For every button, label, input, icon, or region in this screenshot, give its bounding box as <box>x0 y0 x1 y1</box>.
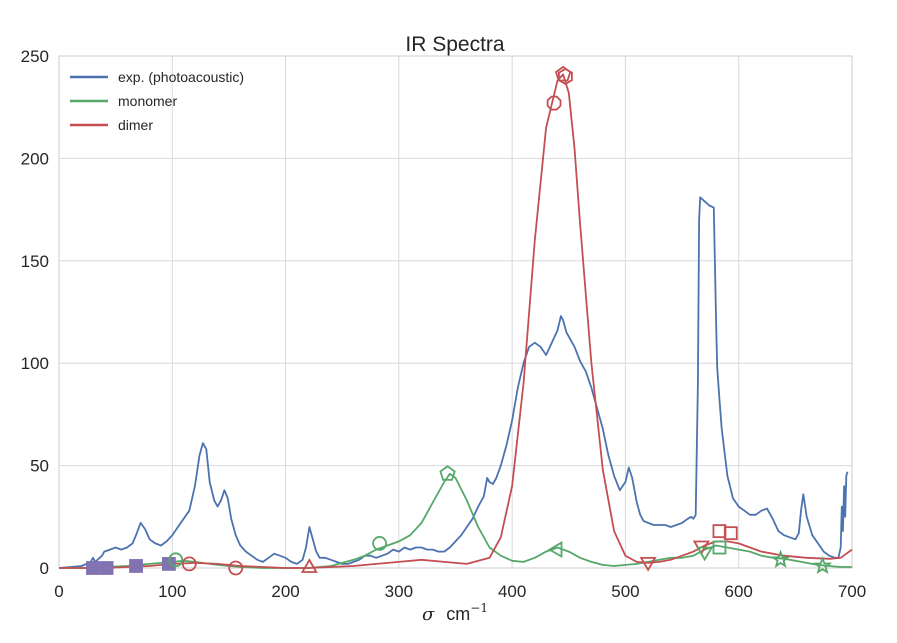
y-tick-label: 50 <box>30 457 49 476</box>
marker-triangle-left <box>547 541 563 559</box>
marker-pentagon <box>554 65 572 82</box>
series-layer <box>58 73 853 569</box>
y-tick-label: 250 <box>21 47 49 66</box>
x-tick-label: 400 <box>498 582 526 601</box>
x-tick-label: 500 <box>611 582 639 601</box>
x-tick-label: 200 <box>271 582 299 601</box>
marker-circle <box>181 556 197 572</box>
legend-label-monomer: monomer <box>118 93 177 109</box>
marker-circle <box>372 536 387 551</box>
marker-circle <box>168 552 184 568</box>
series-line-dimer <box>59 73 853 569</box>
x-tick-label: 600 <box>725 582 753 601</box>
plot-frame <box>58 55 853 569</box>
series-line-exp-photoacoustic <box>58 196 849 569</box>
y-tick-label: 100 <box>21 354 49 373</box>
y-tick-label: 0 <box>40 559 49 578</box>
marker-triangle-down <box>639 557 657 572</box>
x-tick-label: 0 <box>54 582 63 601</box>
marker-star <box>771 549 791 568</box>
marker-triangle-down <box>696 546 714 562</box>
marker-square-filled <box>129 559 143 573</box>
marker-octagon <box>546 95 562 111</box>
y-tick-label: 200 <box>21 149 49 168</box>
marker-square <box>712 540 727 555</box>
x-tick-label: 700 <box>838 582 866 601</box>
legend-label-dimer: dimer <box>118 117 153 133</box>
x-tick-label: 300 <box>385 582 413 601</box>
x-tick-label: 100 <box>158 582 186 601</box>
y-tick-label: 150 <box>21 252 49 271</box>
marker-hexagon <box>558 67 573 86</box>
series-line-monomer <box>59 472 852 569</box>
x-axis-label: σ cm−1 <box>422 601 488 625</box>
x-axis-exponent: −1 <box>470 601 488 615</box>
marker-layer <box>86 65 833 576</box>
chart-title: IR Spectra <box>405 33 505 56</box>
marker-circle <box>228 560 244 576</box>
marker-square-filled <box>86 561 100 575</box>
marker-star <box>812 555 833 575</box>
marker-pentagon <box>439 465 456 481</box>
marker-triangle-up <box>300 558 318 573</box>
marker-square <box>712 524 727 539</box>
x-axis-unit: cm <box>446 604 470 624</box>
tick-layer: 0 100 200 300 400 500 600 700 0 50 100 150 200 250 <box>21 47 867 601</box>
legend-label-exp-photoacoustic: exp. (photoacoustic) <box>118 69 244 85</box>
marker-square <box>723 526 738 541</box>
marker-square-filled <box>99 561 114 575</box>
x-axis-symbol: σ <box>422 604 435 625</box>
grid-layer <box>58 55 853 569</box>
legend: exp. (photoacoustic) monomer dimer <box>70 69 244 133</box>
